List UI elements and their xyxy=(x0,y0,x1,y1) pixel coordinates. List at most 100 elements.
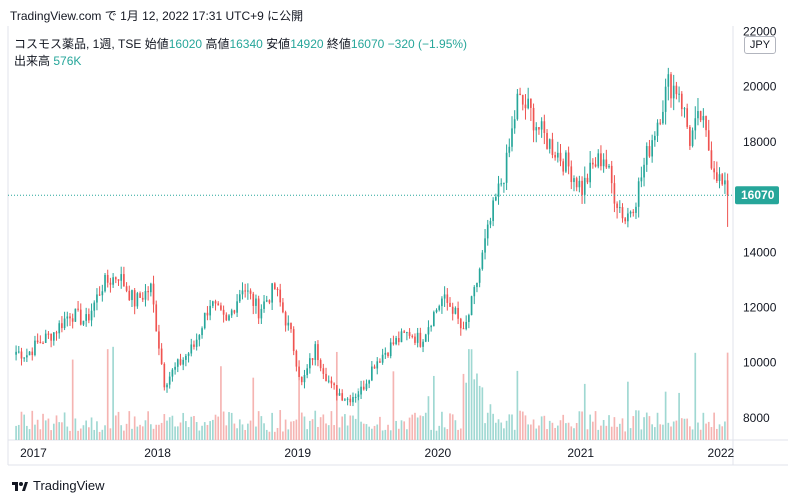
candle-body xyxy=(349,398,352,403)
candle-body xyxy=(667,74,670,87)
volume-bar xyxy=(403,421,406,440)
candle-body xyxy=(117,279,120,281)
candle-body xyxy=(683,108,686,110)
volume-bar xyxy=(713,412,715,440)
candle-body xyxy=(150,283,152,293)
footer-brand: TradingView xyxy=(12,478,105,493)
volume-bar xyxy=(546,429,548,440)
candle-body xyxy=(441,298,443,307)
volume-bar xyxy=(406,429,408,440)
volume-bar xyxy=(427,396,430,440)
candle-body xyxy=(257,298,260,319)
volume-bar xyxy=(433,375,435,440)
volume-bar xyxy=(548,420,551,440)
candle-body xyxy=(26,355,28,358)
last-price-tag xyxy=(735,186,779,205)
candle-body xyxy=(360,386,362,395)
volume-bar xyxy=(88,427,90,440)
candle-body xyxy=(551,139,554,156)
candle-body xyxy=(341,393,344,401)
volume-bar xyxy=(179,422,182,440)
currency-badge[interactable]: JPY xyxy=(744,36,776,54)
volume-bar xyxy=(451,414,454,440)
volume-bar xyxy=(206,424,209,440)
candle-body xyxy=(532,107,535,131)
candle-body xyxy=(516,93,519,120)
candle-body xyxy=(176,359,179,367)
candle-body xyxy=(457,307,459,319)
volume-bar xyxy=(112,346,114,440)
volume-bar xyxy=(384,429,387,440)
volume-bar xyxy=(171,415,174,440)
volume-bar xyxy=(441,411,443,440)
volume-bar xyxy=(79,428,82,440)
volume-bar xyxy=(195,422,198,440)
volume-bar xyxy=(602,420,605,440)
volume-bar xyxy=(583,383,586,440)
volume-bar xyxy=(443,427,446,440)
volume-bar xyxy=(683,418,686,440)
volume-bar xyxy=(387,424,389,440)
volume-bar xyxy=(182,412,185,440)
volume-bar xyxy=(438,425,441,440)
volume-bar xyxy=(629,428,632,440)
volume-bar xyxy=(610,426,613,440)
candle-body xyxy=(403,331,406,333)
open-value: 16020 xyxy=(168,37,203,51)
y-tick-label: 20000 xyxy=(743,80,777,94)
volume-bar xyxy=(187,427,190,440)
volume-bar xyxy=(44,420,47,440)
volume-bar xyxy=(93,429,96,440)
candle-body xyxy=(411,335,414,337)
volume-bar xyxy=(276,427,279,440)
volume-bar xyxy=(225,425,228,440)
candle-body xyxy=(311,358,314,360)
candle-body xyxy=(69,316,71,319)
volume-bar xyxy=(408,417,411,440)
candle-body xyxy=(530,98,532,108)
candle-body xyxy=(519,93,521,96)
candle-body xyxy=(241,290,244,295)
volume-bar xyxy=(489,404,492,440)
candle-body xyxy=(139,293,141,298)
candle-body xyxy=(389,342,392,357)
candle-body xyxy=(174,366,176,370)
x-tick-label: 2019 xyxy=(284,446,311,460)
volume-bar xyxy=(395,420,397,440)
candle-body xyxy=(484,238,486,253)
candle-body xyxy=(195,339,198,347)
candle-body xyxy=(201,328,203,336)
candle-body xyxy=(373,366,376,369)
candle-body xyxy=(282,302,284,313)
candle-body xyxy=(209,305,211,316)
volume-bar xyxy=(640,429,643,440)
candle-body xyxy=(61,323,63,329)
volume-bar xyxy=(303,416,306,440)
volume-bar xyxy=(379,416,381,440)
candle-body xyxy=(540,121,543,130)
candle-body xyxy=(443,294,446,299)
volume-bar xyxy=(707,421,710,440)
candle-body xyxy=(430,326,432,328)
candle-body xyxy=(247,290,249,292)
candle-body xyxy=(594,164,597,167)
candle-body xyxy=(344,399,346,401)
candle-body xyxy=(354,396,357,398)
volume-bar xyxy=(459,428,462,440)
candle-body xyxy=(427,327,430,335)
volume-bar xyxy=(397,428,400,440)
volume-bar xyxy=(594,411,597,440)
candle-body xyxy=(543,121,546,133)
candle-body xyxy=(96,294,98,303)
candle-body xyxy=(144,291,147,300)
volume-bar xyxy=(575,422,578,440)
candle-body xyxy=(85,314,87,321)
candle-body xyxy=(128,290,131,301)
candle-body xyxy=(133,290,136,307)
volume-legend: 出来高 576K xyxy=(14,52,81,69)
change-value: −320 (−1.95%) xyxy=(387,37,468,51)
candle-body xyxy=(155,304,158,332)
volume-bar xyxy=(260,416,263,440)
volume-bar xyxy=(263,423,265,440)
